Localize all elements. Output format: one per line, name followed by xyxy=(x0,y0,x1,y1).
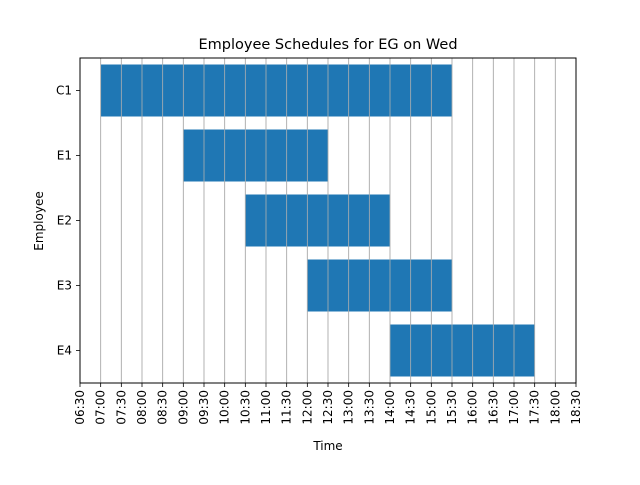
x-tick-label: 17:00 xyxy=(507,390,521,425)
y-tick-label: E4 xyxy=(57,344,72,358)
x-tick-label: 14:30 xyxy=(404,390,418,425)
y-tick-label: E2 xyxy=(57,214,72,228)
x-tick-label: 06:30 xyxy=(73,390,87,425)
x-tick-label: 07:00 xyxy=(94,390,108,425)
x-tick-label: 12:00 xyxy=(300,390,314,425)
x-axis-label: Time xyxy=(312,439,342,453)
x-tick-label: 09:00 xyxy=(176,390,190,425)
x-tick-label: 18:30 xyxy=(569,390,583,425)
x-tick-label: 09:30 xyxy=(197,390,211,425)
bar-e2 xyxy=(245,194,390,247)
x-tick-label: 16:30 xyxy=(486,390,500,425)
bar-e3 xyxy=(307,259,452,312)
bar-e1 xyxy=(183,129,328,182)
y-axis-label: Employee xyxy=(32,191,46,250)
x-tick-label: 15:00 xyxy=(424,390,438,425)
y-ticks: C1 E1 E2 E3 E4 xyxy=(56,84,80,358)
x-tick-label: 08:00 xyxy=(135,390,149,425)
grid-overlay xyxy=(79,58,577,383)
x-tick-label: 10:30 xyxy=(238,390,252,425)
x-tick-label: 13:30 xyxy=(362,390,376,425)
bar-c1 xyxy=(100,64,453,117)
bar-e4 xyxy=(390,324,535,377)
x-tick-label: 13:00 xyxy=(342,390,356,425)
x-ticks: 06:30 07:00 07:30 08:00 08:30 09:00 09:30 10:00… xyxy=(73,383,583,425)
x-tick-label: 18:00 xyxy=(548,390,562,425)
x-tick-label: 15:30 xyxy=(445,390,459,425)
x-tick-label: 12:30 xyxy=(321,390,335,425)
y-tick-label: C1 xyxy=(56,84,72,98)
x-tick-label: 07:30 xyxy=(114,390,128,425)
y-tick-label: E3 xyxy=(57,279,72,293)
x-tick-label: 17:30 xyxy=(528,390,542,425)
bars xyxy=(100,64,535,377)
x-tick-label: 16:00 xyxy=(466,390,480,425)
x-tick-label: 14:00 xyxy=(383,390,397,425)
x-tick-label: 10:00 xyxy=(218,390,232,425)
x-tick-label: 11:30 xyxy=(280,390,294,425)
chart-title: Employee Schedules for EG on Wed xyxy=(198,37,457,53)
x-tick-label: 08:30 xyxy=(156,390,170,425)
x-tick-label: 11:00 xyxy=(259,390,273,425)
y-tick-label: E1 xyxy=(57,149,72,163)
